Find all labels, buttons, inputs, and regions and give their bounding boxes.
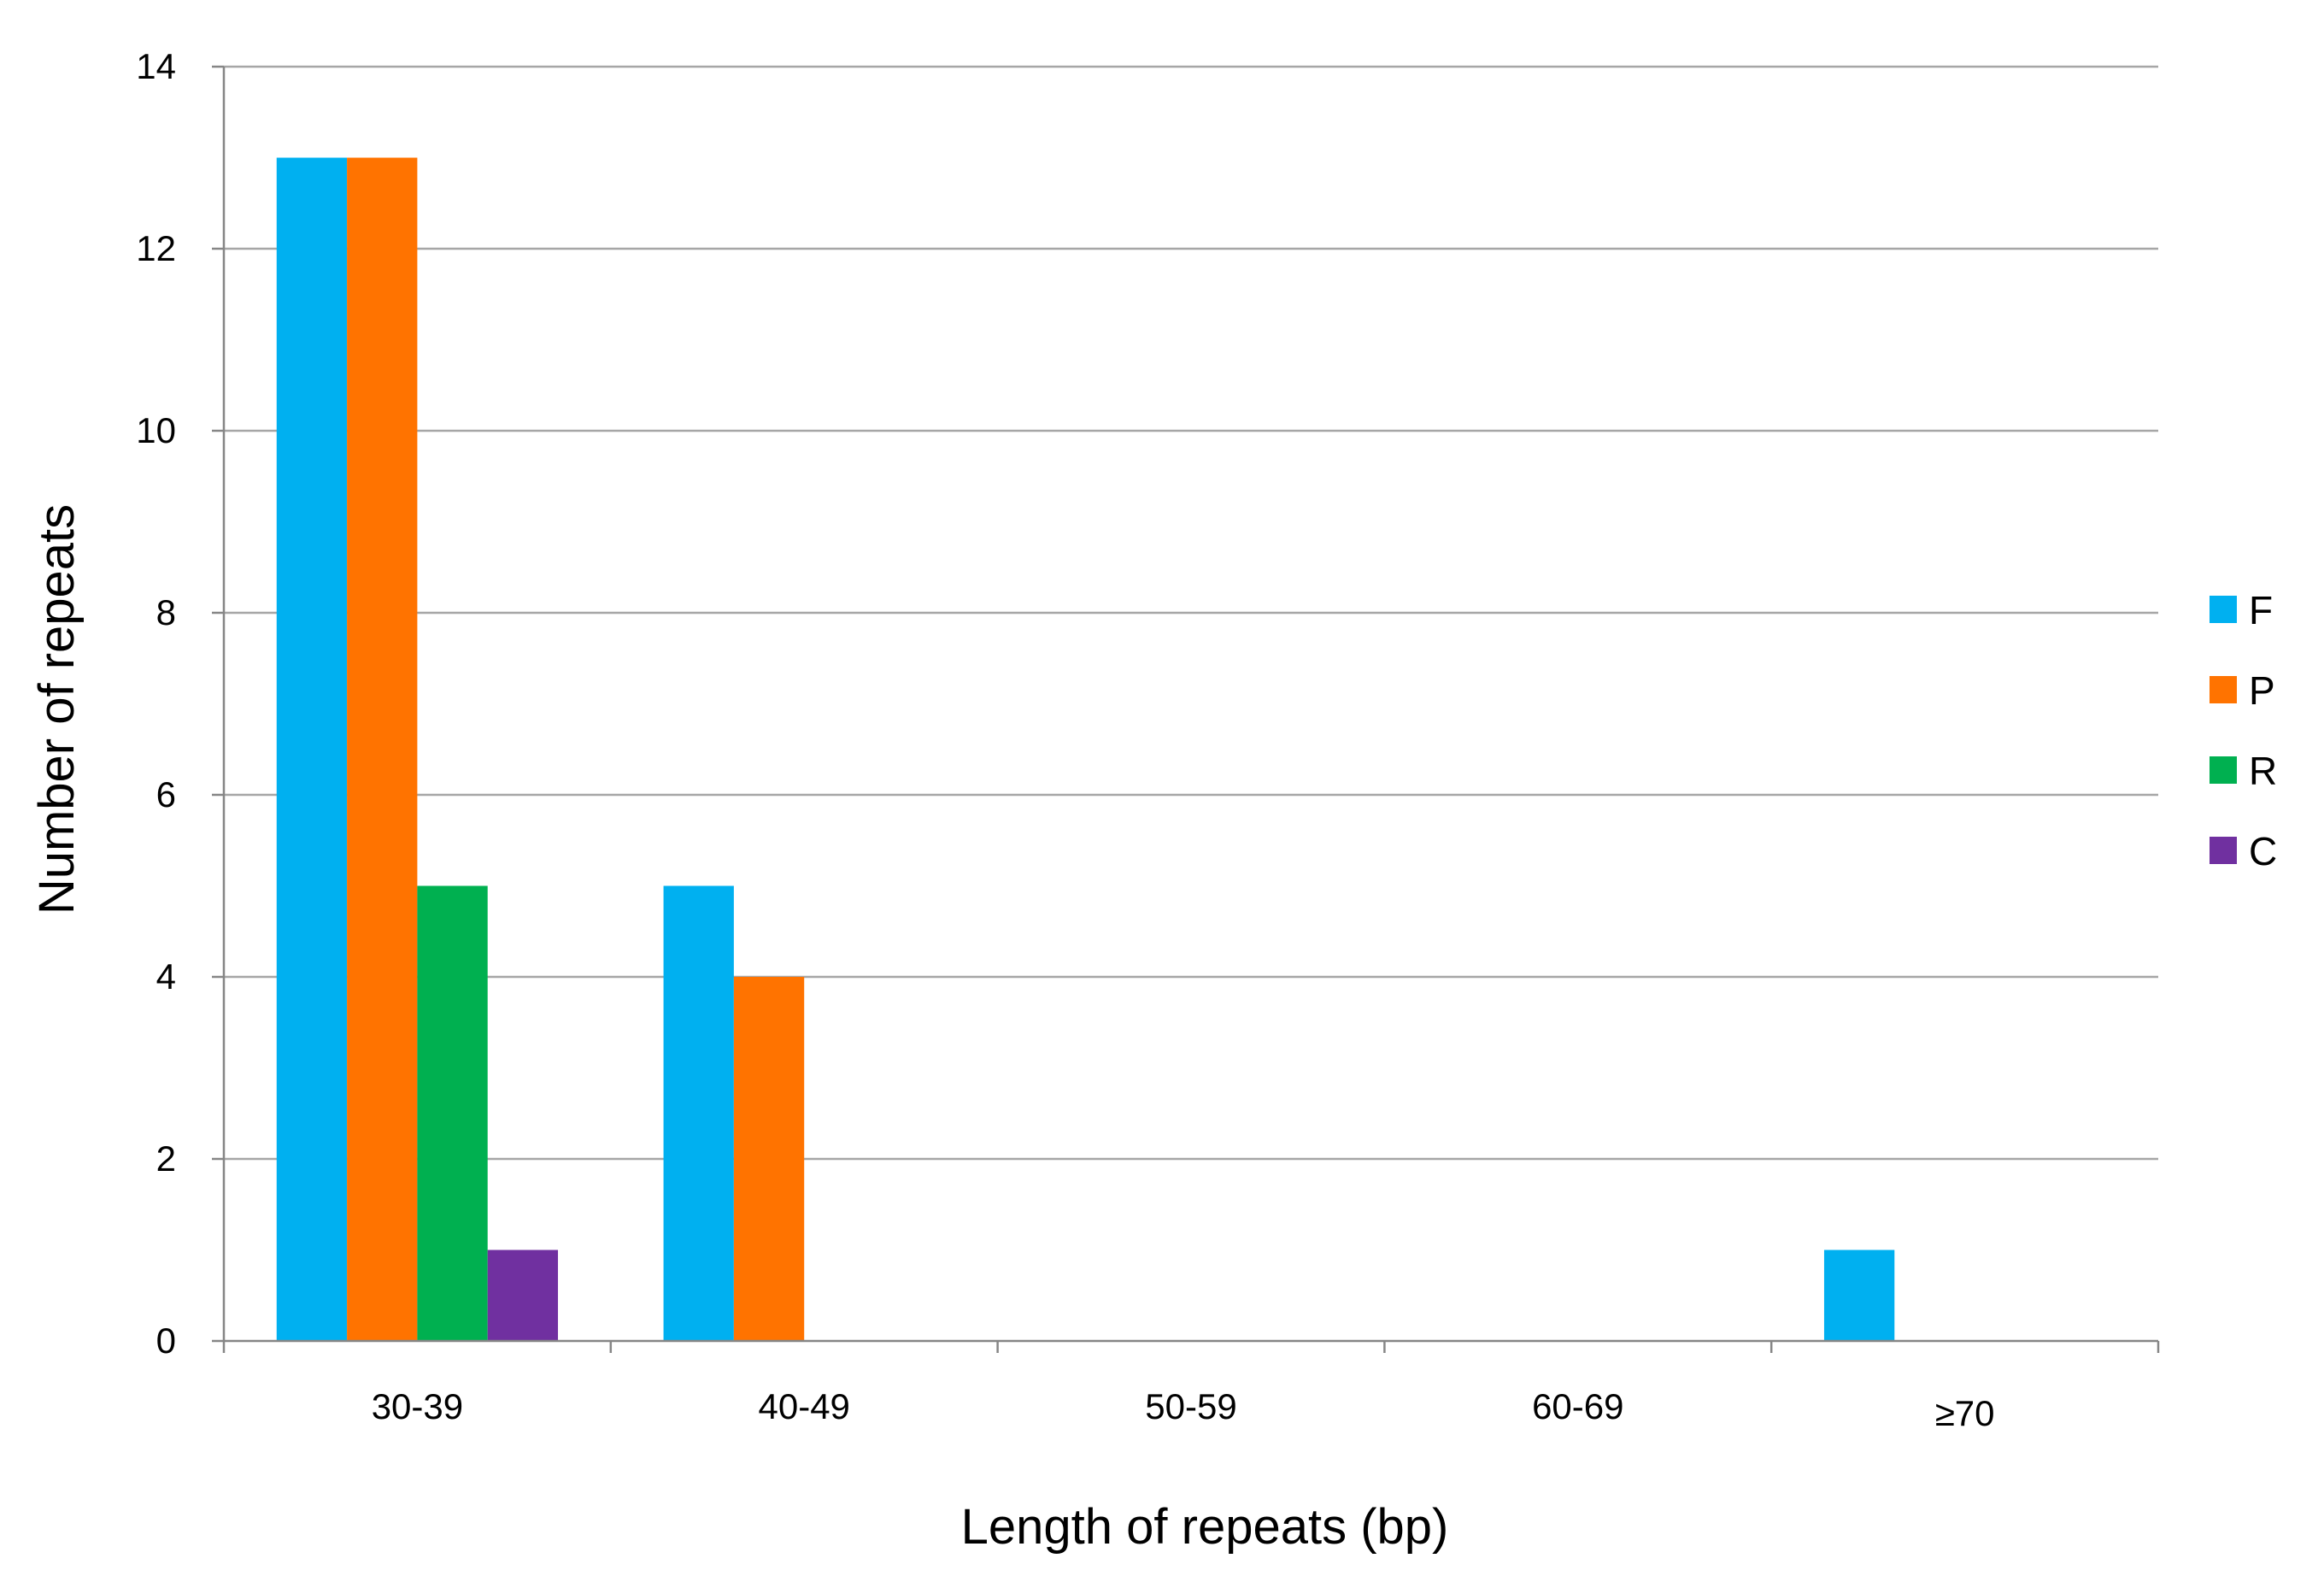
y-tick-label: 0 [156,1320,176,1361]
x-axis-title: Length of repeats (bp) [961,1499,1449,1555]
y-tick-label: 12 [136,228,176,268]
y-tick-label: 8 [156,592,176,632]
y-tick-label: 14 [136,46,176,86]
y-tick-label: 6 [156,774,176,814]
bar-r-0 [417,885,488,1341]
legend-swatch-c [2210,837,2237,864]
bar-p-0 [347,157,418,1341]
tick-labels: 0 2 4 6 8 10 12 14 30-39 40-49 50-59 60-69 ≥70 [136,46,1994,1433]
legend-swatch-p [2210,676,2237,703]
axes [212,65,2160,1353]
x-tick-label: 60-69 [1532,1386,1623,1426]
legend-label-p: P [2249,668,2275,713]
bar-c-0 [487,1250,559,1341]
bar-f-1 [663,885,734,1341]
bar-f-4 [1823,1250,1895,1341]
legend-label-r: R [2249,749,2277,793]
y-tick-label: 10 [136,410,176,450]
x-tick-label: 50-59 [1145,1386,1236,1426]
bars [276,157,1895,1341]
y-axis-title: Number of repeats [29,504,85,914]
y-tick-label: 2 [156,1138,176,1179]
y-tick-label: 4 [156,956,176,997]
legend-label-f: F [2249,588,2273,632]
bar-f-0 [276,157,348,1341]
x-tick-label: 30-39 [372,1386,463,1426]
gridlines [224,65,2158,1161]
legend-swatch-f [2210,596,2237,623]
bar-p-1 [733,977,805,1341]
x-tick-label: 40-49 [758,1386,849,1426]
legend-swatch-r [2210,756,2237,784]
legend-label-c: C [2249,829,2277,873]
x-tick-label: ≥70 [1935,1393,1995,1433]
